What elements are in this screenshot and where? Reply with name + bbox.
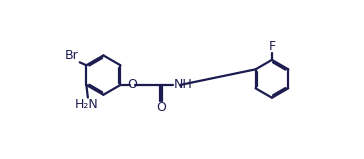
Text: Br: Br xyxy=(65,49,79,62)
Text: O: O xyxy=(127,78,137,91)
Text: O: O xyxy=(156,101,166,114)
Text: NH: NH xyxy=(174,78,193,91)
Text: F: F xyxy=(268,40,276,53)
Text: H₂N: H₂N xyxy=(75,98,98,111)
